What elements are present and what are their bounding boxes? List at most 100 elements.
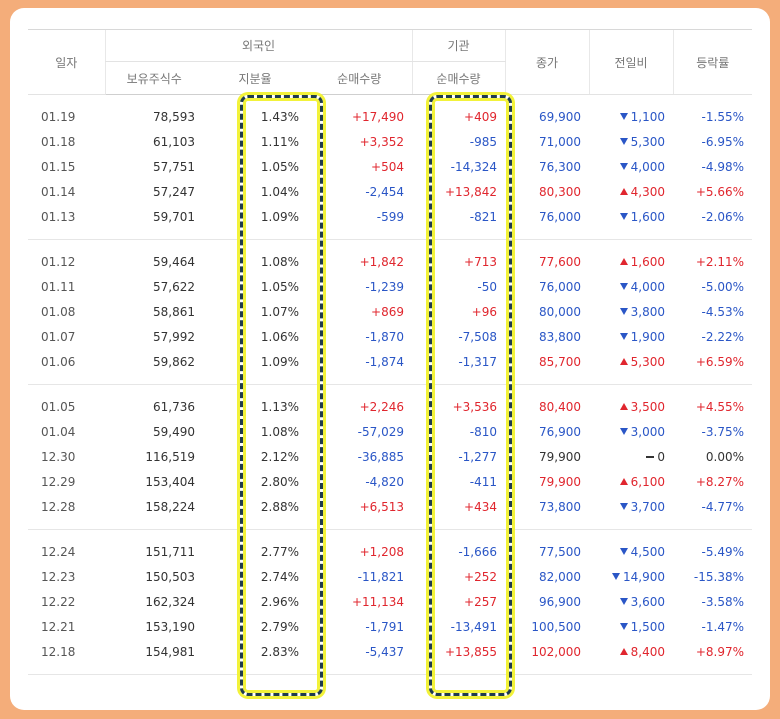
foreign-net-cell-value: -1,791 — [365, 620, 404, 634]
close-cell: 77,500 — [505, 540, 589, 565]
investor-trading-table-container: 일자 외국인 기관 종가 전일비 등락률 보유주식수 지분율 순매수량 순매수량… — [28, 29, 752, 691]
date-cell: 12.30 — [28, 445, 105, 470]
down-triangle-icon — [619, 503, 628, 510]
ratio-cell: 1.09% — [203, 350, 307, 375]
inst-net-cell-value: +252 — [464, 570, 497, 584]
table-row: 12.18 154,981 2.83% -5,437 +13,855 102,000 8,4… — [28, 640, 752, 665]
header-date: 일자 — [28, 29, 105, 95]
down-triangle-icon — [619, 623, 628, 630]
rate-cell: 0.00% — [673, 445, 752, 470]
close-cell: 82,000 — [505, 565, 589, 590]
up-triangle-icon — [619, 188, 628, 195]
change-cell-value: 3,800 — [630, 305, 665, 319]
ratio-cell-value: 1.13% — [260, 400, 299, 414]
change-cell: 3,600 — [589, 590, 673, 615]
holdings-cell: 57,247 — [105, 180, 203, 205]
down-triangle-icon — [619, 283, 628, 290]
foreign-net-cell: -1,239 — [307, 275, 412, 300]
foreign-net-cell-value: -1,239 — [365, 280, 404, 294]
ratio-cell: 2.83% — [203, 640, 307, 665]
date-cell: 01.04 — [28, 420, 105, 445]
date-cell-value: 12.24 — [41, 545, 76, 559]
date-cell: 01.06 — [28, 350, 105, 375]
foreign-net-cell: +2,246 — [307, 395, 412, 420]
ratio-cell-value: 1.05% — [260, 280, 299, 294]
close-cell: 96,900 — [505, 590, 589, 615]
foreign-net-cell: -5,437 — [307, 640, 412, 665]
rate-cell: -5.49% — [673, 540, 752, 565]
inst-net-cell-value: -1,277 — [458, 450, 497, 464]
rate-cell-value: -1.55% — [701, 110, 744, 124]
divider-cell — [28, 519, 752, 530]
rate-cell: -4.98% — [673, 155, 752, 180]
holdings-cell-value: 59,862 — [153, 355, 195, 369]
ratio-cell-value: 1.11% — [260, 135, 299, 149]
inst-net-cell: +434 — [412, 495, 505, 520]
close-cell: 73,800 — [505, 495, 589, 520]
date-cell-value: 01.19 — [41, 110, 76, 124]
inst-net-cell: -1,317 — [412, 350, 505, 375]
foreign-net-cell: +11,134 — [307, 590, 412, 615]
change-cell-value: 3,600 — [630, 595, 665, 609]
rate-cell-value: -5.49% — [701, 545, 744, 559]
rate-cell: +2.11% — [673, 250, 752, 275]
table-row: 12.22 162,324 2.96% +11,134 +257 96,900 3,600 -… — [28, 590, 752, 615]
change-cell: 1,500 — [589, 615, 673, 640]
ratio-cell: 2.80% — [203, 470, 307, 495]
foreign-net-cell-value: +869 — [371, 305, 404, 319]
inst-net-cell: -14,324 — [412, 155, 505, 180]
close-cell: 76,900 — [505, 420, 589, 445]
date-cell: 01.05 — [28, 395, 105, 420]
ratio-cell-value: 1.04% — [260, 185, 299, 199]
foreign-net-cell-value: +504 — [371, 160, 404, 174]
inst-net-cell-value: -985 — [469, 135, 497, 149]
inst-net-cell-value: -1,317 — [458, 355, 497, 369]
rate-cell: -4.53% — [673, 300, 752, 325]
change-cell-value: 1,600 — [630, 255, 665, 269]
table-row: 01.04 59,490 1.08% -57,029 -810 76,900 3,000 -3… — [28, 420, 752, 445]
ratio-cell-value: 1.08% — [260, 425, 299, 439]
date-cell-value: 01.13 — [41, 210, 76, 224]
close-cell: 80,400 — [505, 395, 589, 420]
foreign-net-cell-value: -57,029 — [357, 425, 404, 439]
holdings-cell-value: 59,490 — [153, 425, 195, 439]
change-cell-value: 3,500 — [630, 400, 665, 414]
table-row: 01.13 59,701 1.09% -599 -821 76,000 1,600 -2.06… — [28, 205, 752, 230]
foreign-net-cell: +6,513 — [307, 495, 412, 520]
holdings-cell-value: 154,981 — [145, 645, 195, 659]
ratio-cell-value: 2.77% — [260, 545, 299, 559]
date-cell-value: 01.18 — [41, 135, 76, 149]
holdings-cell: 158,224 — [105, 495, 203, 520]
holdings-cell-value: 57,751 — [153, 160, 195, 174]
date-cell: 12.29 — [28, 470, 105, 495]
rate-cell: -1.47% — [673, 615, 752, 640]
rate-cell-value: -4.77% — [701, 500, 744, 514]
holdings-cell: 151,711 — [105, 540, 203, 565]
foreign-net-cell-value: -1,870 — [365, 330, 404, 344]
inst-net-cell-value: +409 — [464, 110, 497, 124]
down-triangle-icon — [619, 138, 628, 145]
date-cell-value: 01.06 — [41, 355, 76, 369]
inst-net-cell-value: -821 — [469, 210, 497, 224]
date-cell: 01.07 — [28, 325, 105, 350]
holdings-cell-value: 61,736 — [153, 400, 195, 414]
inst-net-cell: -13,491 — [412, 615, 505, 640]
inst-net-cell: +13,855 — [412, 640, 505, 665]
ratio-cell: 2.88% — [203, 495, 307, 520]
rate-cell: +6.59% — [673, 350, 752, 375]
ratio-cell-value: 1.06% — [260, 330, 299, 344]
down-triangle-icon — [619, 428, 628, 435]
rate-cell-value: +5.66% — [695, 185, 744, 199]
inst-net-cell-value: -7,508 — [458, 330, 497, 344]
change-cell-value: 3,700 — [630, 500, 665, 514]
date-cell-value: 12.21 — [41, 620, 76, 634]
change-cell: 4,500 — [589, 540, 673, 565]
foreign-net-cell-value: +1,842 — [359, 255, 404, 269]
close-cell: 80,300 — [505, 180, 589, 205]
holdings-cell: 59,464 — [105, 250, 203, 275]
inst-net-cell: +13,842 — [412, 180, 505, 205]
rate-cell-value: -15.38% — [693, 570, 744, 584]
foreign-net-cell-value: -2,454 — [365, 185, 404, 199]
close-cell: 79,900 — [505, 470, 589, 495]
rate-cell-value: -1.47% — [701, 620, 744, 634]
